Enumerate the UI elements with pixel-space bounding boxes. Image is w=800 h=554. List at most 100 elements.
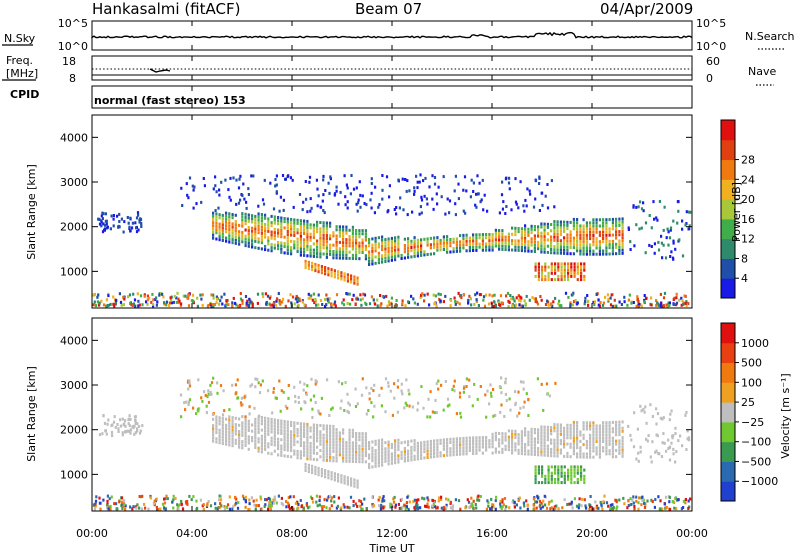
- scatter-cell: [491, 242, 494, 246]
- scatter-cell: [296, 456, 299, 460]
- scatter-cell: [436, 448, 439, 452]
- scatter-cell: [440, 383, 443, 387]
- scatter-cell: [472, 242, 475, 246]
- scatter-cell: [524, 236, 527, 240]
- scatter-cell: [210, 293, 213, 297]
- scatter-cell: [231, 216, 234, 220]
- scatter-cell: [654, 450, 657, 454]
- scatter-cell: [325, 221, 328, 225]
- scatter-cell: [309, 457, 312, 461]
- scatter-cell: [390, 458, 393, 462]
- scatter-cell: [377, 461, 380, 464]
- scatter-cell: [205, 404, 208, 408]
- scatter-cell: [499, 499, 502, 503]
- scatter-cell: [350, 480, 353, 484]
- scatter-cell: [225, 236, 228, 240]
- scatter-cell: [479, 200, 482, 204]
- scatter-cell: [364, 454, 367, 458]
- scatter-cell: [218, 506, 221, 509]
- scatter-cell: [377, 245, 380, 249]
- scatter-cell: [306, 444, 309, 448]
- scatter-cell: [146, 302, 149, 306]
- scatter-cell: [498, 247, 501, 251]
- scatter-cell: [257, 224, 260, 228]
- scatter-cell: [527, 436, 530, 440]
- scatter-cell: [608, 421, 611, 425]
- scatter-cell: [595, 243, 598, 247]
- scatter-cell: [290, 301, 293, 305]
- scatter-cell: [530, 249, 533, 253]
- scatter-cell: [465, 449, 468, 453]
- scatter-cell: [277, 425, 280, 429]
- scatter-cell: [605, 436, 608, 440]
- scatter-cell: [606, 293, 609, 297]
- scatter-cell: [299, 231, 302, 235]
- scatter-cell: [580, 465, 583, 469]
- scatter-cell: [553, 248, 556, 252]
- scatter-cell: [618, 233, 621, 237]
- scatter-cell: [680, 303, 683, 307]
- scatter-cell: [668, 304, 671, 307]
- scatter-cell: [244, 500, 247, 504]
- scatter-cell: [342, 459, 345, 463]
- scatter-cell: [426, 415, 429, 419]
- scatter-cell: [611, 293, 614, 296]
- scatter-cell: [544, 474, 547, 478]
- scatter-cell: [225, 220, 228, 224]
- scatter-cell: [517, 442, 520, 446]
- scatter-cell: [101, 211, 104, 215]
- scatter-cell: [343, 174, 346, 178]
- scatter-cell: [287, 384, 290, 387]
- scatter-cell: [319, 442, 322, 446]
- scatter-cell: [254, 233, 257, 237]
- scatter-cell: [260, 228, 263, 232]
- scatter-cell: [393, 382, 396, 386]
- scatter-cell: [342, 225, 345, 229]
- scatter-cell: [169, 296, 172, 300]
- scatter-cell: [513, 505, 516, 509]
- scatter-cell: [530, 434, 533, 438]
- scatter-cell: [677, 200, 680, 204]
- scatter-cell: [609, 303, 613, 307]
- scatter-cell: [448, 199, 452, 203]
- scatter-cell: [459, 234, 462, 238]
- scatter-cell: [231, 238, 234, 242]
- scatter-cell: [358, 447, 361, 451]
- scatter-cell: [436, 451, 439, 455]
- scatter-cell: [572, 452, 575, 456]
- scatter-cell: [595, 452, 598, 456]
- scatter-cell: [563, 236, 566, 240]
- scatter-cell: [507, 232, 510, 236]
- scatter-cell: [273, 421, 276, 425]
- scatter-cell: [563, 498, 566, 502]
- scatter-cell: [407, 455, 410, 459]
- scatter-cell: [452, 453, 455, 457]
- scatter-cell: [613, 298, 616, 302]
- scatter-cell: [320, 271, 323, 275]
- scatter-cell: [337, 476, 340, 480]
- scatter-cell: [273, 221, 276, 225]
- scatter-cell: [376, 304, 379, 308]
- scatter-cell: [429, 455, 432, 459]
- scatter-cell: [309, 435, 312, 439]
- scatter-cell: [546, 238, 549, 242]
- scatter-cell: [244, 228, 247, 232]
- scatter-cell: [381, 463, 384, 467]
- scatter-cell: [413, 448, 416, 452]
- scatter-cell: [498, 244, 501, 248]
- scatter-cell: [277, 216, 280, 219]
- scatter-cell: [212, 424, 215, 428]
- scatter-cell: [122, 230, 125, 234]
- scatter-cell: [309, 209, 312, 213]
- scatter-cell: [348, 506, 351, 510]
- scatter-cell: [520, 436, 523, 440]
- scatter-cell: [218, 435, 221, 438]
- scatter-cell: [592, 443, 595, 447]
- scatter-cell: [390, 252, 393, 256]
- scatter-cell: [605, 424, 608, 428]
- scatter-cell: [582, 455, 585, 459]
- scatter-cell: [572, 424, 575, 428]
- scatter-cell: [433, 445, 436, 449]
- scatter-cell: [177, 297, 180, 301]
- scatter-cell: [381, 441, 384, 445]
